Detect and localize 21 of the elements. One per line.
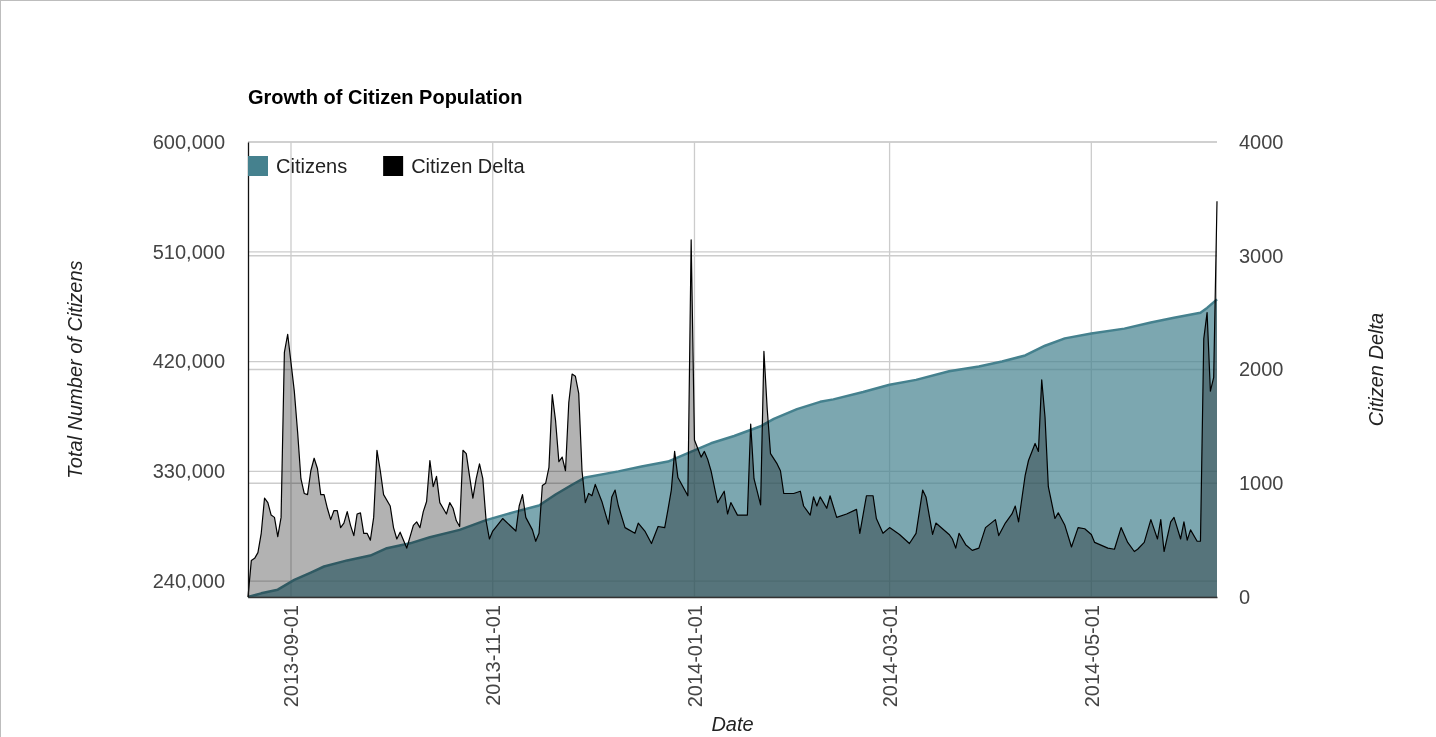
chart-title: Growth of Citizen Population bbox=[248, 86, 523, 108]
y-tick-label: 600,000 bbox=[152, 130, 225, 153]
y-tick-label: 420,000 bbox=[152, 350, 225, 373]
x-axis-title: Date bbox=[711, 713, 754, 735]
y2-tick-label: 3000 bbox=[1239, 244, 1284, 267]
x-tick-label: 2013-09-01 bbox=[280, 605, 303, 708]
y-tick-label: 240,000 bbox=[152, 570, 225, 593]
y-tick-label: 510,000 bbox=[152, 240, 225, 263]
y2-tick-label: 0 bbox=[1239, 585, 1251, 608]
y-axis-title: Total Number of Citizens bbox=[64, 260, 86, 479]
y2-axis-title: Citizen Delta bbox=[1365, 312, 1387, 427]
y2-tick-label: 4000 bbox=[1239, 130, 1284, 153]
x-tick-label: 2014-05-01 bbox=[1080, 605, 1103, 708]
legend-label: Citizens bbox=[276, 155, 348, 177]
x-tick-label: 2013-11-01 bbox=[482, 605, 505, 706]
x-tick-label: 2014-01-01 bbox=[683, 605, 706, 708]
x-tick-label: 2014-03-01 bbox=[879, 605, 902, 708]
y2-tick-label: 1000 bbox=[1239, 472, 1284, 495]
y-tick-label: 330,000 bbox=[152, 460, 225, 483]
y2-tick-label: 2000 bbox=[1239, 358, 1284, 381]
legend-label: Citizen Delta bbox=[411, 155, 526, 177]
